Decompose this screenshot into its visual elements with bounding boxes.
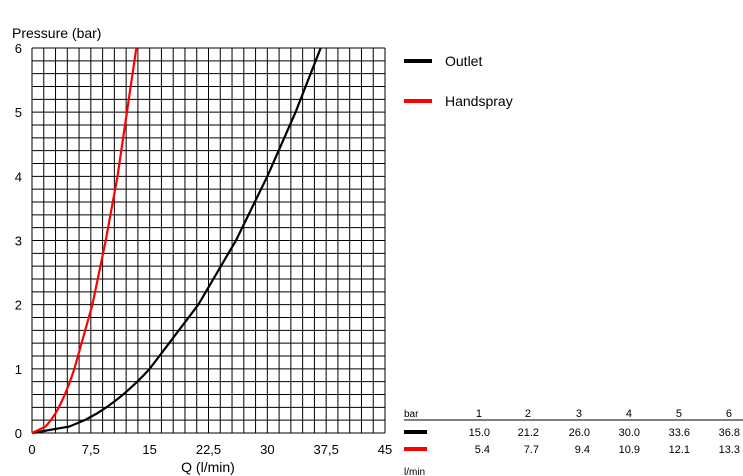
flow-data-table: bar 1 2 3 4 5 6 15.0 21.2 26.0 30.0 33.6 36.8 5.4 7.7… — [404, 408, 743, 476]
y-tick-label: 2 — [15, 298, 22, 313]
table-pressure-header: 6 — [726, 408, 732, 420]
table-unit-lmin: l/min — [404, 467, 425, 476]
y-tick-label: 5 — [15, 105, 22, 120]
chart-grid — [31, 47, 386, 434]
y-tick-label: 1 — [15, 362, 22, 377]
table-unit-bar: bar — [404, 409, 419, 420]
table-body: 1 2 3 4 5 6 15.0 21.2 26.0 30.0 33.6 36.8 5.4 7.7 9.4 1… — [404, 408, 740, 456]
table-cell-value: 36.8 — [719, 427, 740, 439]
series-line-outlet — [31, 47, 322, 435]
table-cell-value: 30.0 — [619, 427, 640, 439]
series-line-handspray — [31, 47, 138, 434]
table-pressure-header: 2 — [525, 408, 531, 420]
table-cell-value: 13.3 — [719, 444, 740, 456]
table-cell-value: 26.0 — [569, 427, 590, 439]
chart-legend: Outlet Handspray — [404, 53, 513, 109]
table-cell-value: 12.1 — [669, 444, 690, 456]
x-tick-label: 15 — [142, 442, 156, 457]
table-pressure-header: 1 — [476, 408, 482, 420]
legend-label-outlet: Outlet — [445, 53, 482, 69]
table-cell-value: 9.4 — [575, 444, 590, 456]
table-cell-value: 21.2 — [518, 427, 539, 439]
x-tick-label: 7,5 — [82, 442, 100, 457]
x-tick-label: 37,5 — [314, 442, 339, 457]
table-cell-value: 7.7 — [524, 444, 539, 456]
table-cell-value: 33.6 — [669, 427, 690, 439]
table-pressure-header: 4 — [626, 408, 632, 420]
table-cell-value: 10.9 — [619, 444, 640, 456]
y-axis-label: Pressure (bar) — [12, 25, 101, 41]
x-axis-label: Q (l/min) — [181, 459, 235, 475]
x-tick-label: 22,5 — [196, 442, 221, 457]
table-pressure-header: 5 — [676, 408, 682, 420]
y-tick-label: 4 — [15, 169, 22, 184]
table-cell-value: 15.0 — [469, 427, 490, 439]
table-cell-value: 5.4 — [475, 444, 490, 456]
y-tick-label: 0 — [15, 426, 22, 441]
x-tick-label: 45 — [378, 442, 392, 457]
y-tick-label: 6 — [15, 41, 22, 56]
x-tick-label: 0 — [28, 442, 35, 457]
table-pressure-header: 3 — [576, 408, 582, 420]
y-tick-label: 3 — [15, 234, 22, 249]
x-tick-label: 30 — [260, 442, 274, 457]
chart-curves — [31, 47, 322, 435]
legend-label-handspray: Handspray — [445, 93, 513, 109]
